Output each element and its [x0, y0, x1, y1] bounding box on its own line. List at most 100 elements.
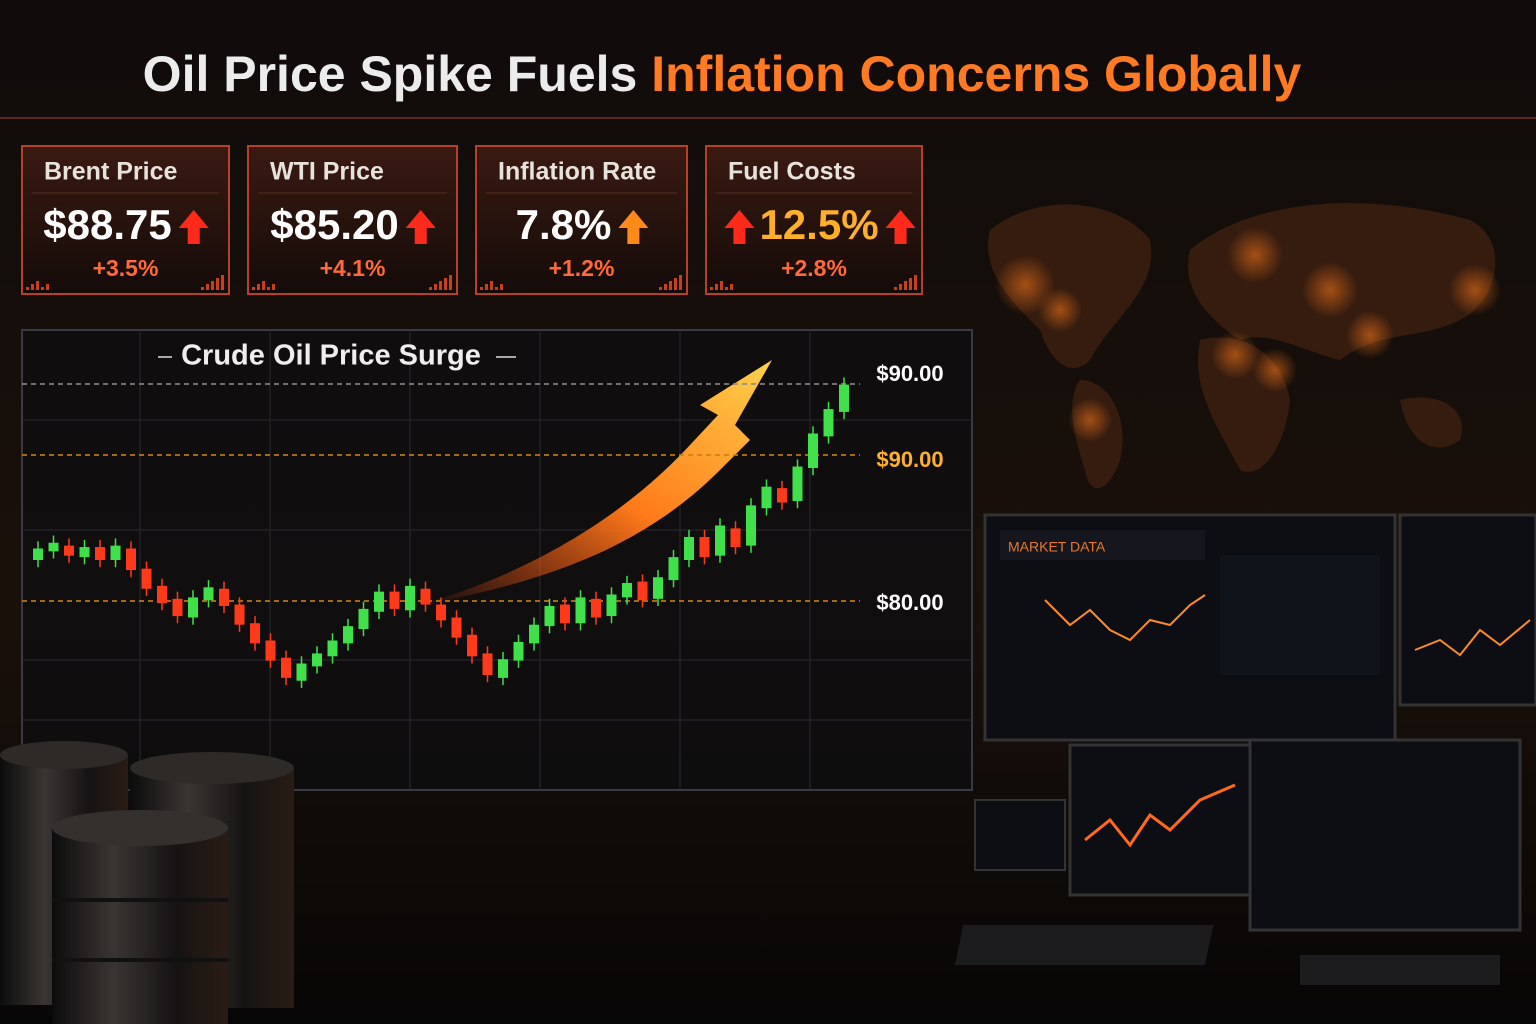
candle-body — [513, 641, 524, 661]
up-arrow — [178, 210, 209, 244]
spark-bar — [206, 284, 209, 290]
spark-bar — [257, 284, 260, 290]
spark-bar — [272, 284, 275, 290]
candle-body — [250, 623, 260, 644]
barrels — [0, 741, 294, 1024]
candle-body — [172, 598, 183, 617]
candle-body — [296, 663, 307, 681]
spark-bar — [720, 281, 723, 290]
candle-body — [823, 409, 834, 437]
spark-bar — [500, 284, 503, 290]
kpi-value: $88.75 — [43, 201, 171, 248]
spark-bar — [449, 275, 452, 290]
spark-bar — [495, 287, 498, 290]
spark-bar — [252, 287, 255, 290]
spark-bar — [914, 275, 917, 290]
chart-panel — [21, 329, 973, 791]
kpi-value: 7.8% — [516, 201, 612, 248]
card-box — [475, 145, 688, 295]
kpi-change: +2.8% — [781, 255, 847, 281]
spark-bar — [909, 278, 912, 290]
candle-body — [126, 548, 136, 571]
candle-body — [358, 608, 369, 629]
page-title: Oil Price Spike Fuels Inflation Concerns… — [143, 46, 1302, 102]
spark-bar — [201, 287, 204, 290]
spark-bar — [730, 284, 733, 290]
spark-bar — [26, 287, 29, 290]
candle-body — [730, 528, 741, 548]
candle-body — [715, 525, 725, 556]
candle-body — [467, 634, 477, 657]
kpi-label: Inflation Rate — [498, 158, 656, 186]
spark-bar — [899, 284, 902, 290]
candle-body — [33, 548, 43, 560]
candle-body — [575, 597, 586, 624]
spark-bar — [46, 284, 49, 290]
spark-bar — [659, 287, 662, 290]
spark-bar — [211, 281, 214, 290]
spark-bar — [221, 275, 224, 290]
chart-title: Crude Oil Price Surge — [181, 340, 481, 372]
spark-bar — [434, 284, 437, 290]
candle-body — [374, 591, 384, 612]
spark-bar — [429, 287, 432, 290]
spark-bar — [485, 284, 488, 290]
spark-bar — [439, 281, 442, 290]
title-part: Inflation Concerns Globally — [651, 46, 1301, 102]
price-label: $90.00 — [876, 447, 943, 472]
title-part: Oil Price Spike Fuels — [143, 46, 638, 102]
candle-body — [622, 583, 632, 598]
candle-body — [451, 617, 462, 638]
candle-body — [389, 591, 400, 609]
candle-body — [157, 585, 167, 604]
spark-bar — [664, 284, 667, 290]
kpi-label: Fuel Costs — [728, 158, 856, 186]
kpi-row: Brent Price $88.75 +3.5% WTI Price $85.20 +4.… — [21, 145, 923, 295]
candle-body — [792, 466, 803, 502]
candle-body — [668, 557, 679, 581]
candle-body — [591, 598, 601, 618]
spark-bar — [267, 287, 270, 290]
spark-bar — [894, 287, 897, 290]
kpi-label: WTI Price — [270, 158, 384, 186]
candle-body — [637, 581, 648, 601]
candle-body — [79, 547, 90, 558]
candle-body — [684, 537, 694, 560]
kpi-value: $85.20 — [270, 201, 398, 248]
spark-bar — [36, 281, 39, 290]
candle-body — [761, 486, 772, 509]
kpi-change: +1.2% — [549, 255, 615, 281]
spark-bar — [31, 284, 34, 290]
candle-body — [606, 594, 617, 617]
candles: $90.00 $90.00 $80.00 — [22, 361, 944, 688]
spark-bar — [669, 281, 672, 290]
monitor-title: MARKET DATA — [1008, 539, 1106, 555]
candle-body — [405, 585, 415, 611]
monitors: MARKET DATA — [954, 513, 1536, 985]
candle-body — [746, 505, 756, 546]
candle-body — [48, 542, 59, 552]
candle-body — [482, 653, 493, 675]
kpi-card: Fuel Costs 12.5% +2.8% — [705, 145, 923, 295]
spark-bar — [262, 281, 265, 290]
kpi-label: Brent Price — [44, 158, 177, 186]
spark-bar — [679, 275, 682, 290]
candle-body — [653, 577, 663, 599]
kpi-change: +3.5% — [93, 255, 159, 281]
spark-bar — [480, 287, 483, 290]
kpi-change: +4.1% — [320, 255, 386, 281]
chart-grid — [22, 330, 972, 790]
candle-body — [141, 568, 152, 589]
candle-body — [203, 587, 214, 601]
candle-body — [699, 537, 710, 558]
candle-body — [219, 588, 229, 606]
kpi-value: 12.5% — [759, 201, 878, 248]
up-arrow — [885, 210, 916, 244]
spark-bar — [41, 287, 44, 290]
up-arrow — [724, 210, 755, 244]
candle-body — [110, 545, 121, 560]
price-label: $90.00 — [876, 361, 943, 386]
candle-body — [529, 624, 539, 644]
candle-body — [64, 545, 74, 556]
